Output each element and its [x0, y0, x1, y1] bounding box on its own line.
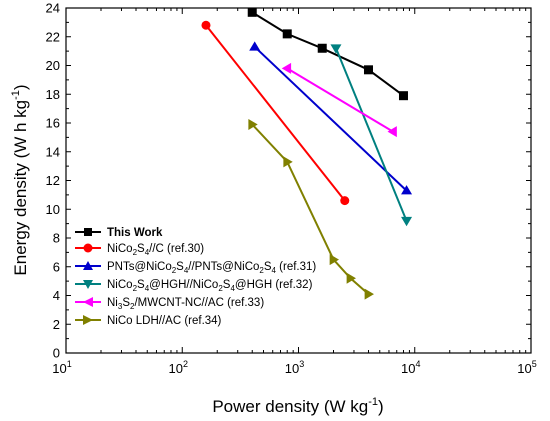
data-point	[398, 91, 408, 101]
x-tick-label: 102	[169, 359, 188, 376]
legend-label: Ni3S2/MWCNT-NC//AC (ref.33)	[107, 297, 264, 311]
y-tick-label: 2	[53, 317, 60, 332]
series-line	[251, 11, 405, 97]
series	[201, 20, 350, 206]
x-axis-title: Power density (W kg-1)	[212, 396, 383, 416]
legend-entry-ref30: NiCo2S4//C (ref.30)	[75, 243, 204, 257]
data-point	[387, 126, 397, 138]
y-tick-label: 4	[53, 288, 60, 303]
series-line	[254, 46, 408, 192]
y-tick-label: 10	[46, 202, 60, 217]
legend-label: NiCo2S4@HGH//NiCo2S4@HGH (ref.32)	[107, 279, 313, 293]
data-point	[330, 44, 342, 54]
y-tick-label: 8	[53, 231, 60, 246]
data-point	[317, 43, 327, 53]
data-point	[346, 272, 356, 284]
legend: This Work NiCo2S4//C (ref.30) PNTs@NiCo2…	[75, 227, 316, 327]
legend-marker-triangle-left	[83, 297, 93, 307]
series-line	[286, 67, 394, 133]
series	[281, 62, 397, 138]
legend-entry-ref32: NiCo2S4@HGH//NiCo2S4@HGH (ref.32)	[75, 279, 313, 293]
series-layer	[201, 7, 413, 300]
series-line	[335, 47, 408, 222]
x-tick-label: 103	[285, 359, 304, 376]
data-point	[340, 196, 350, 206]
data-point	[248, 118, 258, 130]
legend-marker-triangle-down	[83, 280, 93, 289]
series	[330, 44, 413, 227]
legend-label: NiCo2S4//C (ref.30)	[107, 243, 204, 257]
data-point	[329, 254, 339, 266]
data-point	[401, 216, 413, 227]
series	[247, 7, 408, 101]
legend-marker-triangle-up	[83, 261, 93, 270]
data-point	[282, 29, 292, 39]
legend-marker-triangle-right	[83, 315, 93, 325]
legend-entry-this-work: This Work	[75, 227, 163, 239]
y-tick-label: 24	[46, 1, 60, 16]
legend-entry-ref34: NiCo LDH//AC (ref.34)	[75, 315, 222, 327]
legend-label: NiCo LDH//AC (ref.34)	[107, 315, 222, 327]
legend-label: This Work	[107, 227, 163, 239]
y-tick-label: 6	[53, 259, 60, 274]
y-tick-label: 14	[46, 144, 60, 159]
y-tick-label: 20	[46, 58, 60, 73]
legend-label: PNTs@NiCo2S4//PNTs@NiCo2S4 (ref.31)	[107, 261, 316, 275]
data-point	[247, 7, 257, 17]
data-point	[401, 185, 413, 195]
data-point	[201, 20, 211, 30]
x-tick-label: 105	[517, 359, 536, 376]
data-point	[363, 65, 373, 75]
legend-marker-square	[84, 228, 92, 236]
series-line	[205, 24, 346, 202]
y-axis-title: Energy density (W h kg-1)	[10, 84, 30, 275]
data-point	[249, 41, 261, 51]
legend-entry-ref33: Ni3S2/MWCNT-NC//AC (ref.33)	[75, 297, 264, 311]
data-point	[281, 62, 292, 74]
series	[248, 118, 374, 300]
y-tick-label: 18	[46, 87, 60, 102]
y-tick-label: 16	[46, 116, 60, 131]
data-point	[364, 288, 374, 300]
series	[249, 41, 413, 195]
legend-marker-circle	[83, 243, 93, 253]
y-tick-label: 12	[46, 173, 60, 188]
data-point	[283, 156, 293, 168]
y-tick-label: 0	[53, 346, 60, 361]
x-tick-label: 104	[401, 359, 420, 376]
x-tick-label: 101	[52, 359, 71, 376]
y-tick-label: 22	[46, 29, 60, 44]
legend-entry-ref31: PNTs@NiCo2S4//PNTs@NiCo2S4 (ref.31)	[75, 261, 316, 275]
